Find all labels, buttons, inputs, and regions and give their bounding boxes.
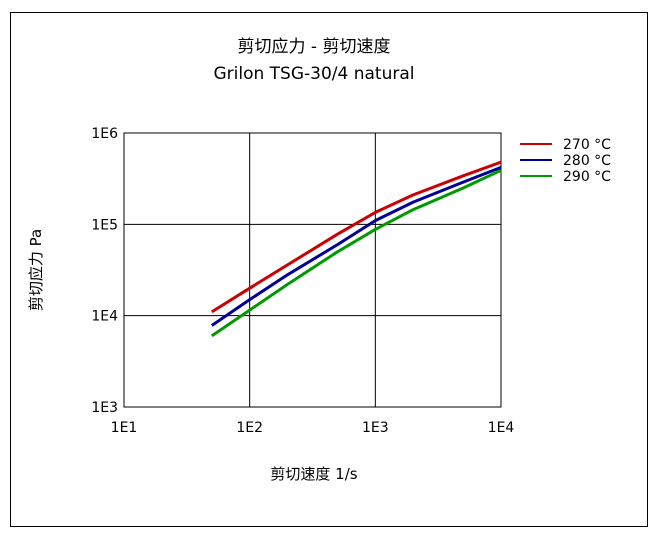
x-tick-label: 1E1 (111, 420, 138, 436)
series-line-2 (210, 166, 502, 327)
y-tick-label: 1E5 (91, 217, 118, 233)
plot-area (123, 132, 502, 408)
legend-label-3: 290 °C (563, 169, 611, 185)
y-tick-label: 1E6 (91, 126, 118, 142)
series-line-1 (211, 160, 502, 314)
series-lines (210, 160, 502, 338)
legend-label-1: 270 °C (563, 137, 611, 153)
x-tick-labels: 1E1 1E2 1E3 1E4 (111, 420, 515, 436)
y-axis-label: 剪切应力 Pa (27, 229, 45, 311)
series-line-3 (210, 168, 502, 338)
chart-frame: 剪切应力 - 剪切速度 Grilon TSG-30/4 natural 1E1 1… (10, 12, 648, 527)
grid (124, 133, 501, 407)
y-tick-label: 1E3 (91, 400, 118, 416)
x-tick-label: 1E3 (362, 420, 389, 436)
chart-svg: 剪切应力 - 剪切速度 Grilon TSG-30/4 natural 1E1 1… (27, 37, 611, 483)
x-tick-label: 1E4 (488, 420, 515, 436)
chart-subtitle: Grilon TSG-30/4 natural (213, 64, 414, 84)
y-tick-labels: 1E3 1E4 1E5 1E6 (91, 126, 118, 416)
legend-label-2: 280 °C (563, 153, 611, 169)
y-tick-label: 1E4 (91, 309, 118, 325)
x-tick-label: 1E2 (236, 420, 263, 436)
x-axis-label: 剪切速度 1/s (270, 465, 357, 483)
chart-title: 剪切应力 - 剪切速度 (238, 37, 391, 57)
